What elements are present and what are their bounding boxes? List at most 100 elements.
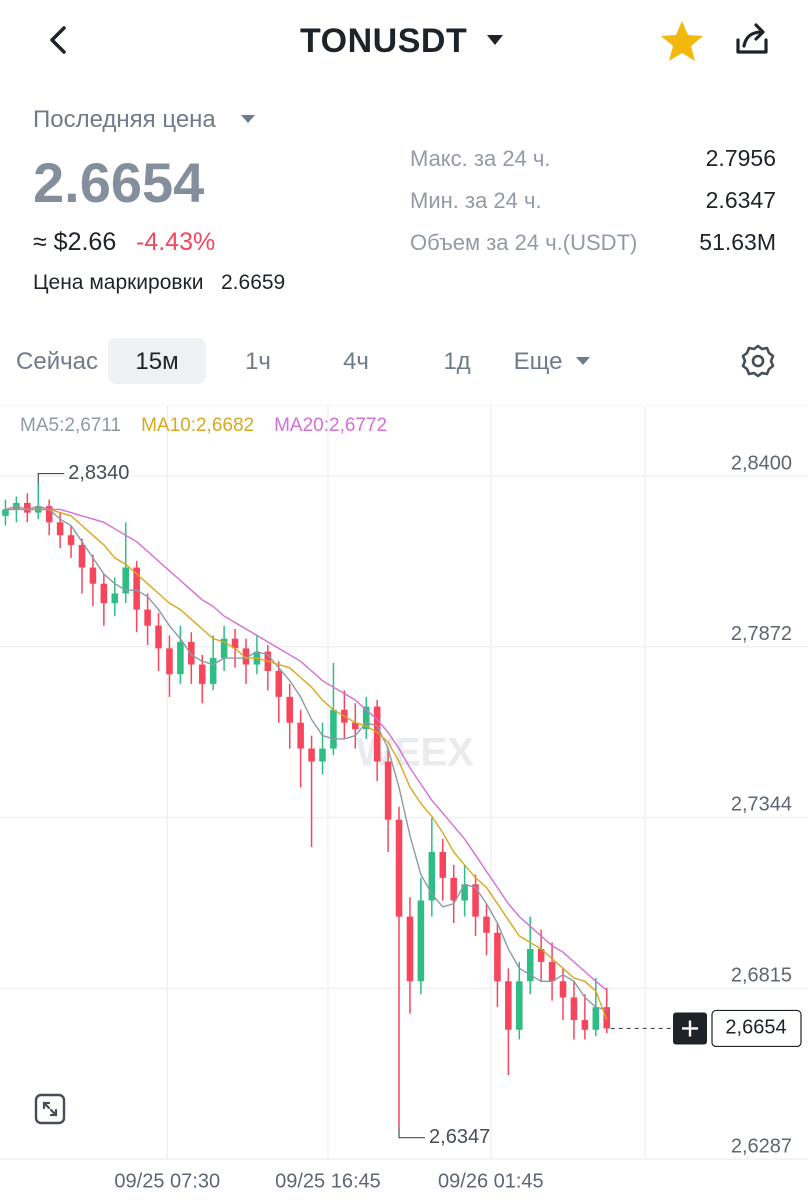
candle-body (89, 567, 97, 584)
price-change: -4.43% (136, 228, 216, 256)
pair-title[interactable]: TONUSDT (300, 22, 468, 60)
more-dropdown[interactable] (575, 356, 591, 366)
candle-body (122, 567, 129, 594)
candle-body (24, 502, 31, 513)
candle-body (592, 1007, 600, 1030)
candle-body (406, 916, 414, 982)
crosshair-plus (682, 1020, 698, 1037)
candle-body (231, 638, 239, 649)
stat-label: Макс. за 24 ч. (410, 146, 551, 171)
last-price-label[interactable]: Последняя цена (33, 106, 216, 133)
y-tick-label: 2,6815 (731, 965, 792, 987)
fullscreen-button[interactable] (34, 1093, 66, 1125)
candle-body (144, 609, 151, 626)
y-tick-label: 2,7344 (731, 794, 792, 816)
legend-entry: MA20:2,6772 (274, 415, 387, 436)
legend-entry: MA5:2,6711 (20, 415, 121, 436)
stat-value: 2.6347 (705, 187, 776, 213)
tab[interactable]: 1ч (245, 348, 271, 375)
candle-body (297, 722, 304, 749)
candle-body (384, 761, 392, 820)
candle-body (373, 706, 381, 762)
candle-body (559, 981, 567, 998)
candle-body (330, 709, 337, 749)
candle-body (483, 916, 490, 933)
candle-body (100, 583, 108, 604)
active-tab-background (108, 338, 206, 384)
candle-body (537, 948, 545, 962)
candle-body (209, 658, 217, 684)
candle-body (220, 638, 228, 659)
candle-body (286, 696, 293, 723)
candle-body (45, 506, 53, 523)
candle-body (570, 997, 578, 1021)
candle-body (166, 648, 173, 675)
favorite-star[interactable] (658, 18, 706, 64)
last-price-label: 2,6654 (725, 1017, 786, 1039)
candle-body (188, 641, 195, 665)
ma-line (5, 505, 607, 1011)
candle-body (417, 900, 425, 982)
ma-line (5, 508, 608, 991)
tab[interactable]: 15м (135, 348, 179, 375)
candle-body (450, 877, 457, 901)
y-tick-label: 2,6287 (731, 1135, 792, 1157)
stat-value: 2.7956 (705, 145, 776, 171)
x-tick-label: 09/25 16:45 (275, 1170, 381, 1192)
candle-body (526, 948, 534, 982)
x-tick-label: 09/26 01:45 (438, 1170, 544, 1192)
candle-body (439, 851, 447, 878)
extreme-leader (37, 472, 65, 484)
mark-price: 2.6659 (221, 271, 286, 294)
stat-value: 51.63M (699, 229, 776, 255)
settings-button[interactable] (740, 343, 776, 379)
candle-body (78, 544, 86, 568)
candle-body (275, 670, 283, 697)
price-dropdown[interactable] (240, 114, 256, 124)
candle-body (242, 648, 250, 665)
candle-body (362, 706, 370, 730)
tab[interactable]: 4ч (343, 348, 369, 375)
candle-body (319, 748, 326, 762)
last-price-box (711, 1009, 802, 1048)
candle-body (548, 961, 556, 982)
y-tick-label: 2,7872 (731, 623, 792, 645)
candle-body (352, 722, 359, 730)
candle-body (198, 664, 206, 684)
candle-body (581, 1020, 589, 1030)
candle-body (428, 851, 436, 901)
stat-label: Мин. за 24 ч. (410, 188, 542, 213)
candle-body (56, 522, 64, 536)
candlestick-chart: 2,8400 2,7872 2,7344 2,6815 2,6287 09/25 07:3… (0, 405, 808, 1192)
ma-line (5, 508, 608, 1020)
mark-price-label: Цена маркировки (33, 271, 204, 294)
legend-entry: MA10:2,6682 (141, 415, 254, 436)
candle-body (516, 981, 523, 1030)
candle-body (155, 625, 162, 649)
candle-body (494, 932, 501, 982)
extreme-label: 2,8340 (68, 462, 129, 484)
candle-body (461, 884, 468, 901)
candle-body (2, 509, 9, 516)
candle-body (308, 748, 315, 762)
x-tick-label: 09/25 07:30 (114, 1170, 220, 1192)
pair-dropdown[interactable] (486, 34, 504, 46)
y-tick-label: 2,8400 (731, 452, 792, 474)
tab[interactable]: Сейчас (16, 348, 98, 375)
candle-body (111, 593, 119, 604)
candle-body (67, 535, 75, 545)
candle-body (505, 981, 512, 1030)
extreme-label: 2,6347 (429, 1126, 490, 1148)
share-button[interactable] (732, 18, 774, 60)
plot-area: MA5:2,6711 MA10:2,6682 MA20:2,6772 2,8340 2,… (2, 415, 802, 1148)
tab[interactable]: 1д (443, 348, 471, 375)
candle-body (472, 884, 479, 917)
tab[interactable]: Еще (513, 348, 563, 375)
back-button[interactable] (40, 22, 76, 58)
stat-label: Объем за 24 ч.(USDT) (410, 230, 638, 255)
grid: 2,8400 2,7872 2,7344 2,6815 2,6287 09/25 07:3… (0, 405, 808, 1192)
candle-body (177, 641, 184, 675)
candle-body (395, 819, 403, 917)
last-price: 2.6654 (33, 151, 205, 214)
